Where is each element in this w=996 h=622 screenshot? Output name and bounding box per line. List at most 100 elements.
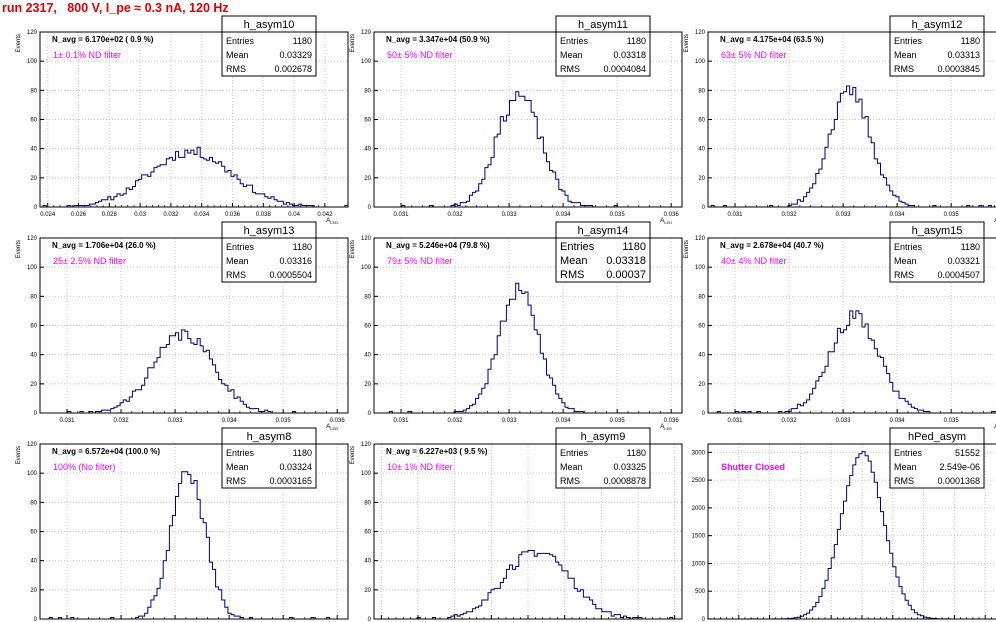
x-tick-label: 0.032 [782, 418, 798, 424]
histogram-title: h_asym12 [912, 19, 963, 31]
x-tick-label: 0.036 [664, 418, 680, 424]
stats-value-mean: 0.03316 [279, 256, 312, 266]
filter-note: 63± 5% ND filter [721, 50, 786, 60]
x-tick-label: 0.033 [502, 418, 518, 424]
histogram-title: h_asym8 [247, 431, 292, 443]
y-tick-label: 20 [364, 176, 371, 182]
y-tick-label: 120 [695, 30, 706, 36]
stats-value-rms: 0.0003165 [269, 476, 312, 486]
x-tick-label: 0.035 [610, 418, 626, 424]
filter-note: 40± 4% ND filter [721, 256, 786, 266]
stats-box [555, 15, 651, 77]
x-tick-label: 0.032 [163, 212, 179, 218]
histogram-panel-h_asym8: 0.0310.0320.0330.0340.0350.0360204060801… [16, 427, 349, 622]
canvas-title: run 2317, 800 V, I_pe ≈ 0.3 nA, 120 Hz [2, 1, 229, 15]
y-axis-title: Events [16, 240, 22, 258]
y-tick-label: 120 [361, 236, 372, 242]
y-axis-title: Events [350, 240, 356, 258]
stats-label-mean: Mean [560, 255, 588, 267]
stats-label-mean: Mean [226, 50, 249, 60]
filter-note: 10± 1% ND filter [387, 462, 452, 472]
stats-label-entries: Entries [226, 36, 255, 46]
y-tick-label: 500 [695, 589, 706, 595]
stats-box [889, 15, 985, 77]
y-tick-label: 60 [364, 118, 371, 124]
histogram-line [708, 310, 996, 414]
stats-label-mean: Mean [894, 50, 917, 60]
y-tick-label: 0 [34, 617, 38, 622]
y-axis-title: Events [684, 34, 690, 52]
stats-value-rms: 0.002678 [274, 64, 312, 74]
y-tick-label: 40 [364, 559, 371, 565]
stats-value-entries: 1180 [293, 242, 312, 252]
x-tick-label: 0.033 [836, 212, 852, 218]
stats-box [221, 221, 317, 283]
x-tick-label: 0.031 [728, 212, 744, 218]
filter-note: 79± 5% ND filter [387, 256, 452, 266]
y-tick-label: 60 [30, 530, 37, 536]
x-axis-title: ALED [326, 424, 338, 431]
y-tick-label: 0 [34, 411, 38, 417]
y-tick-label: 1500 [692, 534, 706, 540]
histogram-panel-h_asym10: 0.024 0.026 0.028 0.03 0.032 0.034 0.036 0.038 0… [16, 15, 349, 225]
y-tick-label: 80 [364, 88, 371, 94]
y-tick-label: 20 [30, 382, 37, 388]
histogram-panel-hPed_asym: -0.001-0.0008-0.0006-0.0004-0.000200.000… [692, 427, 996, 622]
x-tick-label: 0.034 [890, 212, 906, 218]
histogram-title: hPed_asym [908, 431, 966, 443]
y-tick-label: 80 [30, 294, 37, 300]
stats-box [555, 221, 651, 283]
stats-value-entries: 1180 [961, 242, 980, 252]
x-tick-label: 0.042 [317, 212, 333, 218]
y-axis-title: Events [350, 34, 356, 52]
x-tick-label: 0.031 [394, 418, 410, 424]
x-tick-label: 0.036 [225, 212, 241, 218]
x-axis-title: ALED [660, 424, 672, 431]
histogram-panel-h_asym13: 0.031 0.032 0.033 0.034 0.035 0.036 0 20 40 60 80 1… [16, 221, 349, 431]
stats-label-mean: Mean [226, 256, 249, 266]
stats-label-rms: RMS [560, 269, 584, 281]
stats-value-entries: 51552 [955, 448, 980, 458]
n-avg-label: N_avg = 4.175e+04 (63.5 %) [720, 35, 824, 44]
y-tick-label: 2000 [692, 506, 706, 512]
x-tick-label: 0.035 [610, 212, 626, 218]
x-tick-label: 0.032 [114, 418, 130, 424]
x-axis-title: ALED [994, 218, 996, 225]
stats-value-mean: 0.03318 [606, 255, 646, 267]
x-tick-label: 0.033 [502, 212, 518, 218]
y-tick-label: 120 [695, 236, 706, 242]
stats-box [889, 427, 985, 489]
x-tick-label: 0.03 [134, 212, 146, 218]
histogram-line [40, 329, 348, 414]
n-avg-label: N_avg = 6.170e+02 ( 0.9 %) [52, 35, 154, 44]
stats-value-mean: 0.03321 [947, 256, 980, 266]
x-tick-label: 0.031 [394, 212, 410, 218]
stats-value-rms: 0.00037 [606, 269, 646, 281]
stats-value-entries: 1180 [293, 448, 312, 458]
y-axis-title: Events [350, 446, 356, 464]
x-tick-label: 0.028 [102, 212, 118, 218]
y-tick-label: 0 [368, 617, 372, 622]
x-tick-label: 0.034 [890, 418, 906, 424]
x-tick-label: 0.035 [944, 418, 960, 424]
y-tick-label: 80 [364, 500, 371, 506]
histogram-panel-h_asym15: 0.0310.0320.0330.0340.0350.0360204060801… [684, 221, 996, 430]
y-tick-label: 100 [27, 471, 38, 477]
x-tick-label: 0.035 [944, 212, 960, 218]
y-tick-label: 40 [698, 147, 705, 153]
y-tick-label: 0 [702, 411, 706, 417]
y-axis-title: Events [16, 34, 22, 52]
stats-value-mean: 0.03325 [613, 462, 646, 472]
y-tick-label: 20 [698, 176, 705, 182]
x-tick-label: 0.031 [60, 418, 76, 424]
stats-value-rms: 0.0004507 [937, 270, 980, 280]
y-tick-label: 120 [361, 30, 372, 36]
histogram-title: h_asym10 [244, 19, 295, 31]
stats-label-rms: RMS [894, 476, 914, 486]
histogram-title: h_asym14 [578, 225, 629, 237]
y-tick-label: 60 [30, 324, 37, 330]
x-tick-label: 0.024 [40, 212, 56, 218]
stats-label-entries: Entries [226, 242, 255, 252]
y-tick-label: 60 [364, 530, 371, 536]
